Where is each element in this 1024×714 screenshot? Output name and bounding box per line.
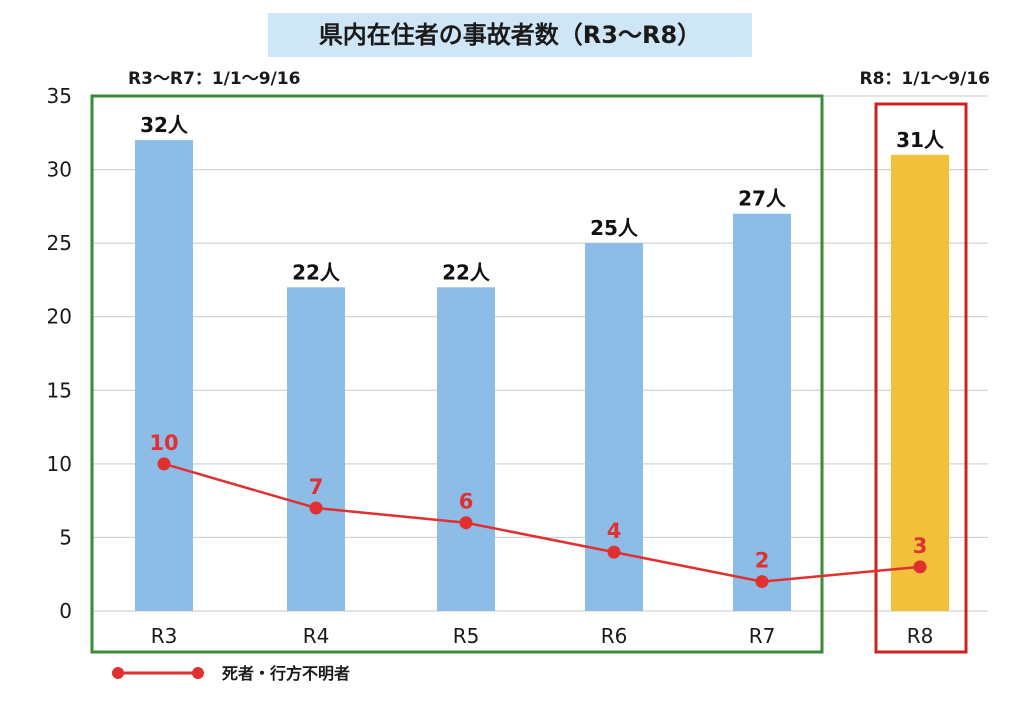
x-category-r7: R7 bbox=[749, 624, 776, 648]
x-axis-categories: R3 R4 R5 R6 R7 R8 bbox=[151, 624, 934, 648]
period-note-r8: R8：1/1〜9/16 bbox=[860, 69, 990, 89]
line-point-r3 bbox=[157, 457, 171, 471]
x-category-r3: R3 bbox=[151, 624, 178, 648]
bar-r3 bbox=[135, 140, 193, 611]
legend: 死者・行方不明者 bbox=[112, 664, 350, 683]
line-point-r4 bbox=[309, 501, 323, 515]
line-label-r3: 10 bbox=[149, 431, 178, 455]
x-category-r5: R5 bbox=[453, 624, 480, 648]
y-axis-ticks: 0 5 10 15 20 25 30 35 bbox=[47, 84, 72, 623]
bar-r8 bbox=[891, 154, 949, 611]
bars bbox=[135, 140, 949, 611]
line-point-r7 bbox=[755, 575, 769, 589]
title-background bbox=[268, 13, 752, 57]
line-point-r5 bbox=[459, 516, 473, 530]
y-tick-label: 20 bbox=[47, 305, 72, 329]
bar-label-r6: 25人 bbox=[590, 216, 639, 240]
bar-label-r4: 22人 bbox=[292, 260, 341, 284]
bar-label-r8: 31人 bbox=[896, 128, 945, 152]
y-tick-label: 30 bbox=[47, 158, 72, 182]
line-label-r4: 7 bbox=[309, 475, 324, 499]
line-label-r5: 6 bbox=[459, 490, 474, 514]
x-category-r6: R6 bbox=[601, 624, 628, 648]
bar-r7 bbox=[733, 213, 791, 611]
legend-marker bbox=[192, 667, 204, 679]
y-tick-label: 35 bbox=[47, 84, 72, 108]
bar-label-r5: 22人 bbox=[442, 260, 491, 284]
bar-label-r3: 32人 bbox=[140, 113, 189, 137]
grid-lines bbox=[92, 95, 988, 612]
x-category-r4: R4 bbox=[303, 624, 330, 648]
line-series-path bbox=[163, 462, 921, 583]
y-tick-label: 0 bbox=[59, 599, 72, 623]
line-point-r6 bbox=[607, 545, 621, 559]
y-tick-label: 5 bbox=[59, 525, 72, 549]
line-label-r8: 3 bbox=[913, 534, 928, 558]
period-box-r3-r7 bbox=[90, 94, 824, 654]
legend-marker bbox=[112, 667, 124, 679]
chart-title: 県内在住者の事故者数（R3〜R8） bbox=[319, 21, 701, 49]
line-label-r7: 2 bbox=[755, 549, 770, 573]
y-tick-label: 25 bbox=[47, 231, 72, 255]
period-boxes bbox=[90, 94, 968, 654]
line-value-labels: 10 7 6 4 2 3 bbox=[149, 431, 927, 573]
legend-label: 死者・行方不明者 bbox=[222, 664, 350, 683]
x-category-r8: R8 bbox=[907, 624, 934, 648]
line-series bbox=[157, 457, 927, 589]
line-label-r6: 4 bbox=[607, 519, 622, 543]
y-tick-label: 15 bbox=[47, 378, 72, 402]
bar-r5 bbox=[437, 287, 495, 611]
period-note-r3-r7: R3〜R7：1/1〜9/16 bbox=[128, 69, 300, 89]
period-box-r8 bbox=[874, 102, 968, 654]
y-tick-label: 10 bbox=[47, 452, 72, 476]
bar-label-r7: 27人 bbox=[738, 187, 787, 211]
line-point-r8 bbox=[913, 560, 927, 574]
bar-r4 bbox=[287, 287, 345, 611]
bar-value-labels: 32人 22人 22人 25人 27人 31人 bbox=[140, 113, 945, 284]
